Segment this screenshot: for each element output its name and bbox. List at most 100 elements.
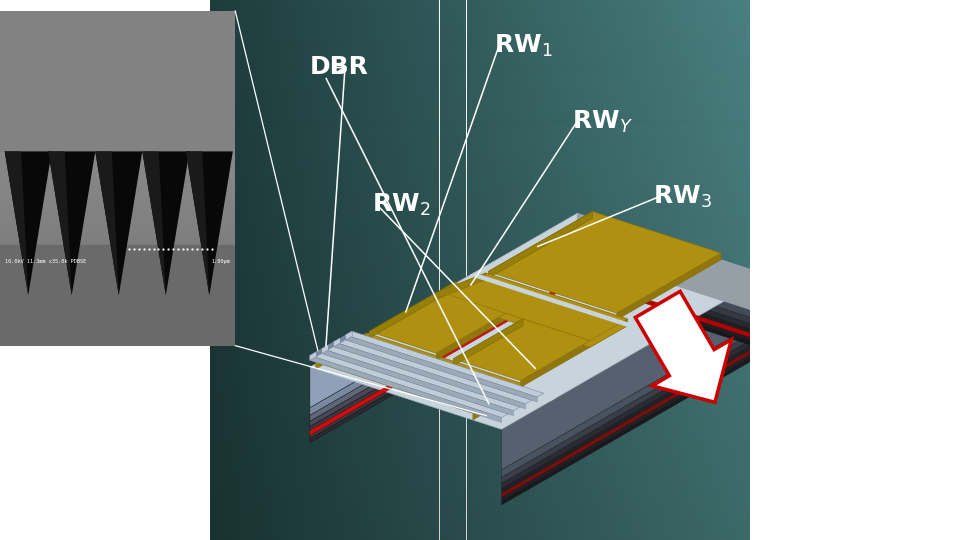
Bar xyxy=(210,378,750,381)
Bar xyxy=(210,516,750,518)
Bar xyxy=(210,446,750,448)
Polygon shape xyxy=(501,347,769,505)
Bar xyxy=(0,339,235,346)
Bar xyxy=(617,0,620,540)
Bar xyxy=(540,0,542,540)
Bar xyxy=(370,0,372,540)
Polygon shape xyxy=(439,280,628,347)
Bar xyxy=(210,362,750,364)
Bar xyxy=(210,435,750,437)
Bar xyxy=(726,0,729,540)
Bar xyxy=(210,57,750,59)
Bar xyxy=(723,0,726,540)
Bar xyxy=(501,0,504,540)
Bar xyxy=(210,478,750,481)
Bar xyxy=(0,192,235,198)
Bar xyxy=(304,0,307,540)
Polygon shape xyxy=(5,151,52,295)
Bar xyxy=(210,219,750,221)
Bar xyxy=(523,0,526,540)
Bar xyxy=(210,246,750,248)
Bar xyxy=(283,0,286,540)
Bar xyxy=(704,0,707,540)
Bar xyxy=(210,451,750,454)
Bar xyxy=(404,0,407,540)
Bar xyxy=(388,0,391,540)
Bar xyxy=(210,402,750,405)
Bar xyxy=(486,0,488,540)
Bar xyxy=(0,98,235,105)
Bar xyxy=(210,454,750,456)
Bar xyxy=(210,140,750,143)
Bar xyxy=(564,0,566,540)
Bar xyxy=(0,111,235,118)
Polygon shape xyxy=(577,261,769,329)
Bar xyxy=(615,0,617,540)
Bar xyxy=(210,381,750,383)
Bar xyxy=(210,213,750,216)
Bar xyxy=(544,0,547,540)
Bar xyxy=(210,157,750,159)
Bar xyxy=(210,22,750,24)
Polygon shape xyxy=(590,319,628,347)
Text: RW$_1$: RW$_1$ xyxy=(493,33,552,59)
Bar xyxy=(0,138,235,145)
Bar xyxy=(210,73,750,76)
Bar xyxy=(210,119,750,122)
Bar xyxy=(715,0,718,540)
Bar xyxy=(210,518,750,521)
Bar xyxy=(210,305,750,308)
Polygon shape xyxy=(334,338,532,404)
Bar xyxy=(210,111,750,113)
Bar xyxy=(210,535,750,537)
Polygon shape xyxy=(310,352,317,360)
Polygon shape xyxy=(316,333,367,369)
Bar xyxy=(702,0,704,540)
Polygon shape xyxy=(501,343,769,501)
Bar xyxy=(210,526,750,529)
Bar xyxy=(210,459,750,462)
Bar xyxy=(210,408,750,410)
Bar xyxy=(626,0,629,540)
Bar xyxy=(431,0,434,540)
Bar xyxy=(210,521,750,524)
Bar xyxy=(210,313,750,316)
Bar xyxy=(353,0,356,540)
Bar xyxy=(459,0,461,540)
Bar xyxy=(210,500,750,502)
Bar xyxy=(534,0,537,540)
Bar xyxy=(391,0,394,540)
Bar xyxy=(310,0,313,540)
Bar xyxy=(258,0,261,540)
Polygon shape xyxy=(359,336,557,401)
Polygon shape xyxy=(142,151,189,295)
Bar xyxy=(0,332,235,339)
Bar xyxy=(210,132,750,135)
Bar xyxy=(413,0,415,540)
Bar xyxy=(221,0,224,540)
Bar xyxy=(334,0,337,540)
Polygon shape xyxy=(501,339,769,497)
Bar xyxy=(231,0,234,540)
Bar xyxy=(0,38,235,44)
Bar xyxy=(0,84,235,91)
Bar xyxy=(450,0,453,540)
Bar xyxy=(645,0,647,540)
Bar xyxy=(0,259,235,265)
Bar xyxy=(210,489,750,491)
Bar xyxy=(210,324,750,327)
Polygon shape xyxy=(577,277,769,343)
Bar xyxy=(583,0,586,540)
Bar xyxy=(399,0,401,540)
Bar xyxy=(383,0,386,540)
Polygon shape xyxy=(310,213,577,408)
Bar xyxy=(294,0,297,540)
Bar xyxy=(0,125,235,131)
Bar xyxy=(210,427,750,429)
Bar xyxy=(210,151,750,154)
Bar xyxy=(401,0,404,540)
Bar xyxy=(270,0,272,540)
Bar xyxy=(251,0,253,540)
Bar xyxy=(659,0,660,540)
Bar xyxy=(444,0,447,540)
